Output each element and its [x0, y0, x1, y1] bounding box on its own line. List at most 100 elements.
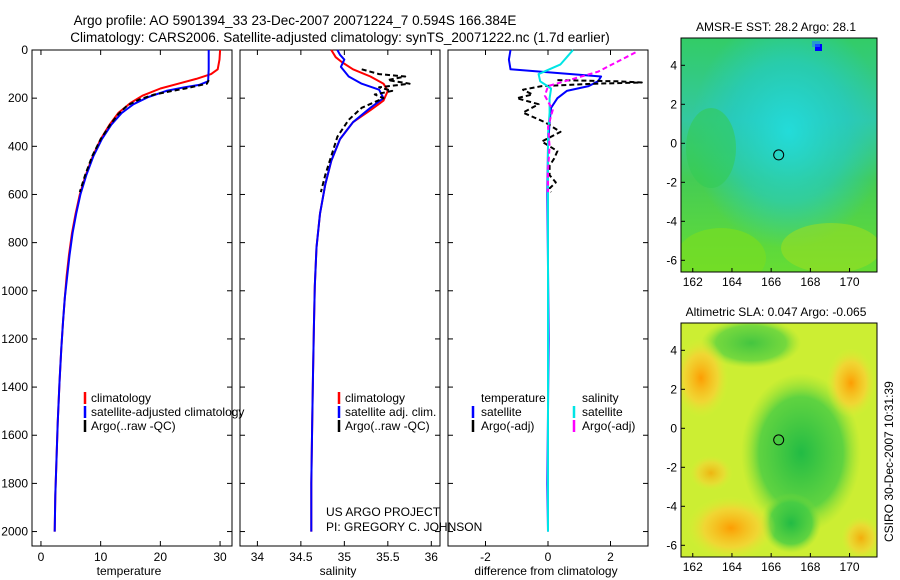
x-tick-label: 170 — [840, 275, 860, 289]
x-tick-label: 168 — [800, 560, 820, 574]
y-tick-label: 1000 — [1, 284, 28, 298]
y-tick-label: 2000 — [1, 525, 28, 539]
x-tick-label: 2 — [607, 550, 614, 564]
y-tick-label: 1200 — [1, 332, 28, 346]
legend-label-argo: Argo(..raw -QC) — [91, 419, 176, 433]
y-tick-label: 1400 — [1, 380, 28, 394]
x-tick-label: 168 — [800, 275, 820, 289]
temperature-xlabel: temperature — [97, 564, 162, 578]
x-tick-label: 36 — [425, 550, 439, 564]
y-tick-label: 600 — [8, 187, 28, 201]
x-tick-label: 162 — [683, 560, 703, 574]
temperature-axes-frame — [31, 49, 233, 547]
sst-map-panel: AMSR-E SST: 28.2 Argo: 28.1 162 164 166 168… — [666, 20, 878, 289]
legend-heading-salinity: salinity — [582, 391, 619, 405]
y-tick-label: -2 — [666, 175, 677, 189]
sla-map-field — [681, 323, 877, 557]
legend-label-temp-satellite: satellite — [481, 405, 522, 419]
series-line-climatology — [53, 49, 222, 532]
y-tick-label: 0 — [670, 421, 677, 435]
series-line-salinity-satellite — [537, 49, 574, 532]
salinity-axis-ticks: 34 34.5 35 35.5 36 — [240, 49, 440, 564]
y-tick-label: 0 — [21, 43, 28, 57]
project-credit: US ARGO PROJECT — [326, 505, 441, 519]
sst-map-field — [681, 38, 877, 272]
y-tick-label: -6 — [666, 253, 677, 267]
argo-position-marker — [773, 434, 785, 446]
sla-map-frame — [680, 322, 878, 558]
x-tick-label: 34 — [251, 550, 265, 564]
temperature-series — [53, 49, 222, 532]
difference-axis-ticks: -2 0 2 — [448, 49, 648, 564]
salinity-panel: 34 34.5 35 35.5 36 salinity climatology sate… — [239, 49, 482, 578]
y-tick-label: -4 — [666, 499, 677, 513]
x-tick-label: -2 — [480, 550, 491, 564]
series-line-argo-raw-qc- — [319, 68, 411, 193]
series-line-temperature-argo-adj- — [515, 79, 643, 193]
legend-label-sal-satellite: satellite — [582, 405, 623, 419]
legend-label-climatology: climatology — [91, 391, 151, 405]
x-tick-label: 166 — [761, 275, 781, 289]
series-line-satellite-adjusted-climatology — [53, 50, 210, 532]
series-line-argo-raw-qc- — [78, 79, 210, 193]
y-tick-label: -4 — [666, 214, 677, 228]
x-tick-label: 170 — [840, 560, 860, 574]
timestamp-stamp: CSIRO 30-Dec-2007 10:31:39 — [882, 381, 896, 542]
legend-label-climatology: climatology — [345, 391, 405, 405]
sst-map-frame — [680, 37, 878, 273]
y-tick-label: 400 — [8, 139, 28, 153]
salinity-series — [310, 49, 411, 532]
x-tick-label: 164 — [722, 560, 742, 574]
y-tick-label: 4 — [670, 58, 677, 72]
x-tick-label: 166 — [761, 560, 781, 574]
legend-label-sal-argo: Argo(-adj) — [582, 419, 635, 433]
series-line-temperature-satellite — [507, 49, 603, 532]
sst-map-title: AMSR-E SST: 28.2 Argo: 28.1 — [696, 20, 856, 34]
legend-label-argo: Argo(..raw -QC) — [345, 419, 430, 433]
difference-series — [507, 49, 643, 532]
argo-position-marker — [773, 149, 785, 161]
y-tick-label: 1800 — [1, 476, 28, 490]
sst-map-axis-ticks: 162 164 166 168 170 4 2 0 -2 -4 -6 — [666, 58, 860, 289]
y-tick-label: -2 — [666, 460, 677, 474]
figure-title-line1: Argo profile: AO 5901394_33 23-Dec-2007 … — [74, 13, 517, 28]
x-tick-label: 0 — [38, 550, 45, 564]
x-tick-label: 164 — [722, 275, 742, 289]
difference-xlabel: difference from climatology — [474, 564, 617, 578]
y-tick-label: 2 — [670, 382, 677, 396]
pi-credit: PI: GREGORY C. JOHNSON — [326, 520, 482, 534]
legend-label-satellite: satellite adj. clim. — [345, 405, 436, 419]
legend-heading-temperature: temperature — [481, 391, 546, 405]
y-tick-label: 200 — [8, 91, 28, 105]
sla-map-axis-ticks: 162 164 166 168 170 4 2 0 -2 -4 -6 — [666, 343, 860, 574]
x-tick-label: 0 — [545, 550, 552, 564]
x-tick-label: 35.5 — [376, 550, 400, 564]
y-tick-label: 2 — [670, 97, 677, 111]
x-tick-label: 35 — [338, 550, 352, 564]
salinity-axes-frame — [239, 49, 441, 547]
difference-legend: temperature satellite Argo(-adj) salinit… — [471, 391, 635, 433]
salinity-xlabel: salinity — [320, 564, 357, 578]
x-tick-label: 30 — [213, 550, 227, 564]
sla-map-title: Altimetric SLA: 0.047 Argo: -0.065 — [686, 305, 867, 319]
series-line-satellite-adj-clim- — [310, 49, 385, 532]
y-tick-label: 4 — [670, 343, 677, 357]
x-tick-label: 10 — [94, 550, 108, 564]
series-line-climatology — [310, 49, 389, 532]
salinity-legend: climatology satellite adj. clim. Argo(..… — [337, 391, 436, 433]
y-tick-label: 800 — [8, 236, 28, 250]
legend-label-satellite: satellite-adjusted climatology — [91, 405, 244, 419]
x-tick-label: 34.5 — [289, 550, 313, 564]
temperature-panel: 0 10 20 30 0 200 400 600 800 1000 1200 1400 1600 1800… — [1, 43, 244, 578]
x-tick-label: 162 — [683, 275, 703, 289]
difference-panel: -2 0 2 difference from climatology tempera… — [447, 49, 649, 578]
series-line-salinity-argo-adj- — [543, 51, 636, 193]
y-tick-label: -6 — [666, 538, 677, 552]
figure-title-line2: Climatology: CARS2006. Satellite-adjuste… — [70, 30, 610, 45]
sla-map-panel: Altimetric SLA: 0.047 Argo: -0.065 162 16… — [666, 305, 878, 574]
y-tick-label: 0 — [670, 136, 677, 150]
y-tick-label: 1600 — [1, 428, 28, 442]
temperature-legend: climatology satellite-adjusted climatolo… — [83, 391, 244, 433]
legend-label-temp-argo: Argo(-adj) — [481, 419, 534, 433]
